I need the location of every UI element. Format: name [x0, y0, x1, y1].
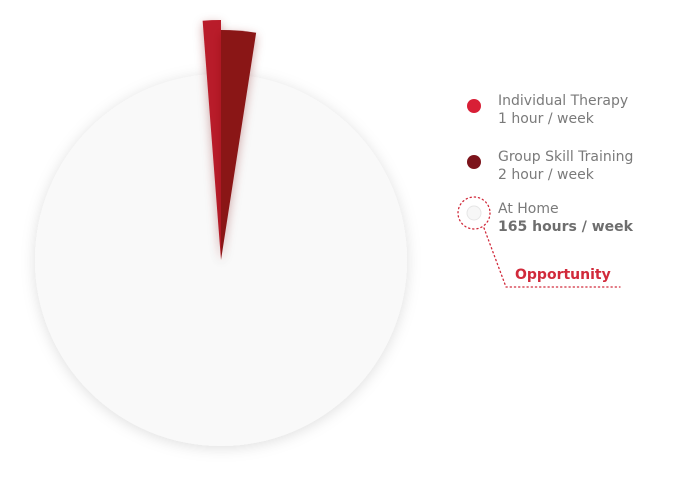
legend-label-individual-therapy: Individual Therapy: [498, 93, 628, 109]
legend-label-at-home: At Home: [498, 201, 559, 217]
legend: Individual Therapy 1 hour / week Group S…: [457, 93, 634, 235]
legend-label-group-skill-training: Group Skill Training: [498, 149, 633, 165]
callout-leader-line: [483, 227, 621, 288]
callout-label-opportunity: Opportunity: [515, 267, 611, 283]
pie-slice-group-skill-training: [221, 30, 257, 260]
legend-marker-group-skill-training: [467, 155, 481, 169]
legend-marker-individual-therapy: [467, 99, 481, 113]
pie-slice-individual-therapy: [202, 20, 221, 260]
legend-marker-at-home: [466, 205, 482, 221]
opportunity-callout: Opportunity: [483, 227, 621, 288]
legend-ring-at-home: [457, 196, 491, 230]
legend-detail-group-skill-training: 2 hour / week: [498, 167, 595, 183]
pie-group: [35, 20, 407, 446]
legend-detail-individual-therapy: 1 hour / week: [498, 111, 595, 127]
legend-detail-at-home: 165 hours / week: [498, 219, 634, 235]
